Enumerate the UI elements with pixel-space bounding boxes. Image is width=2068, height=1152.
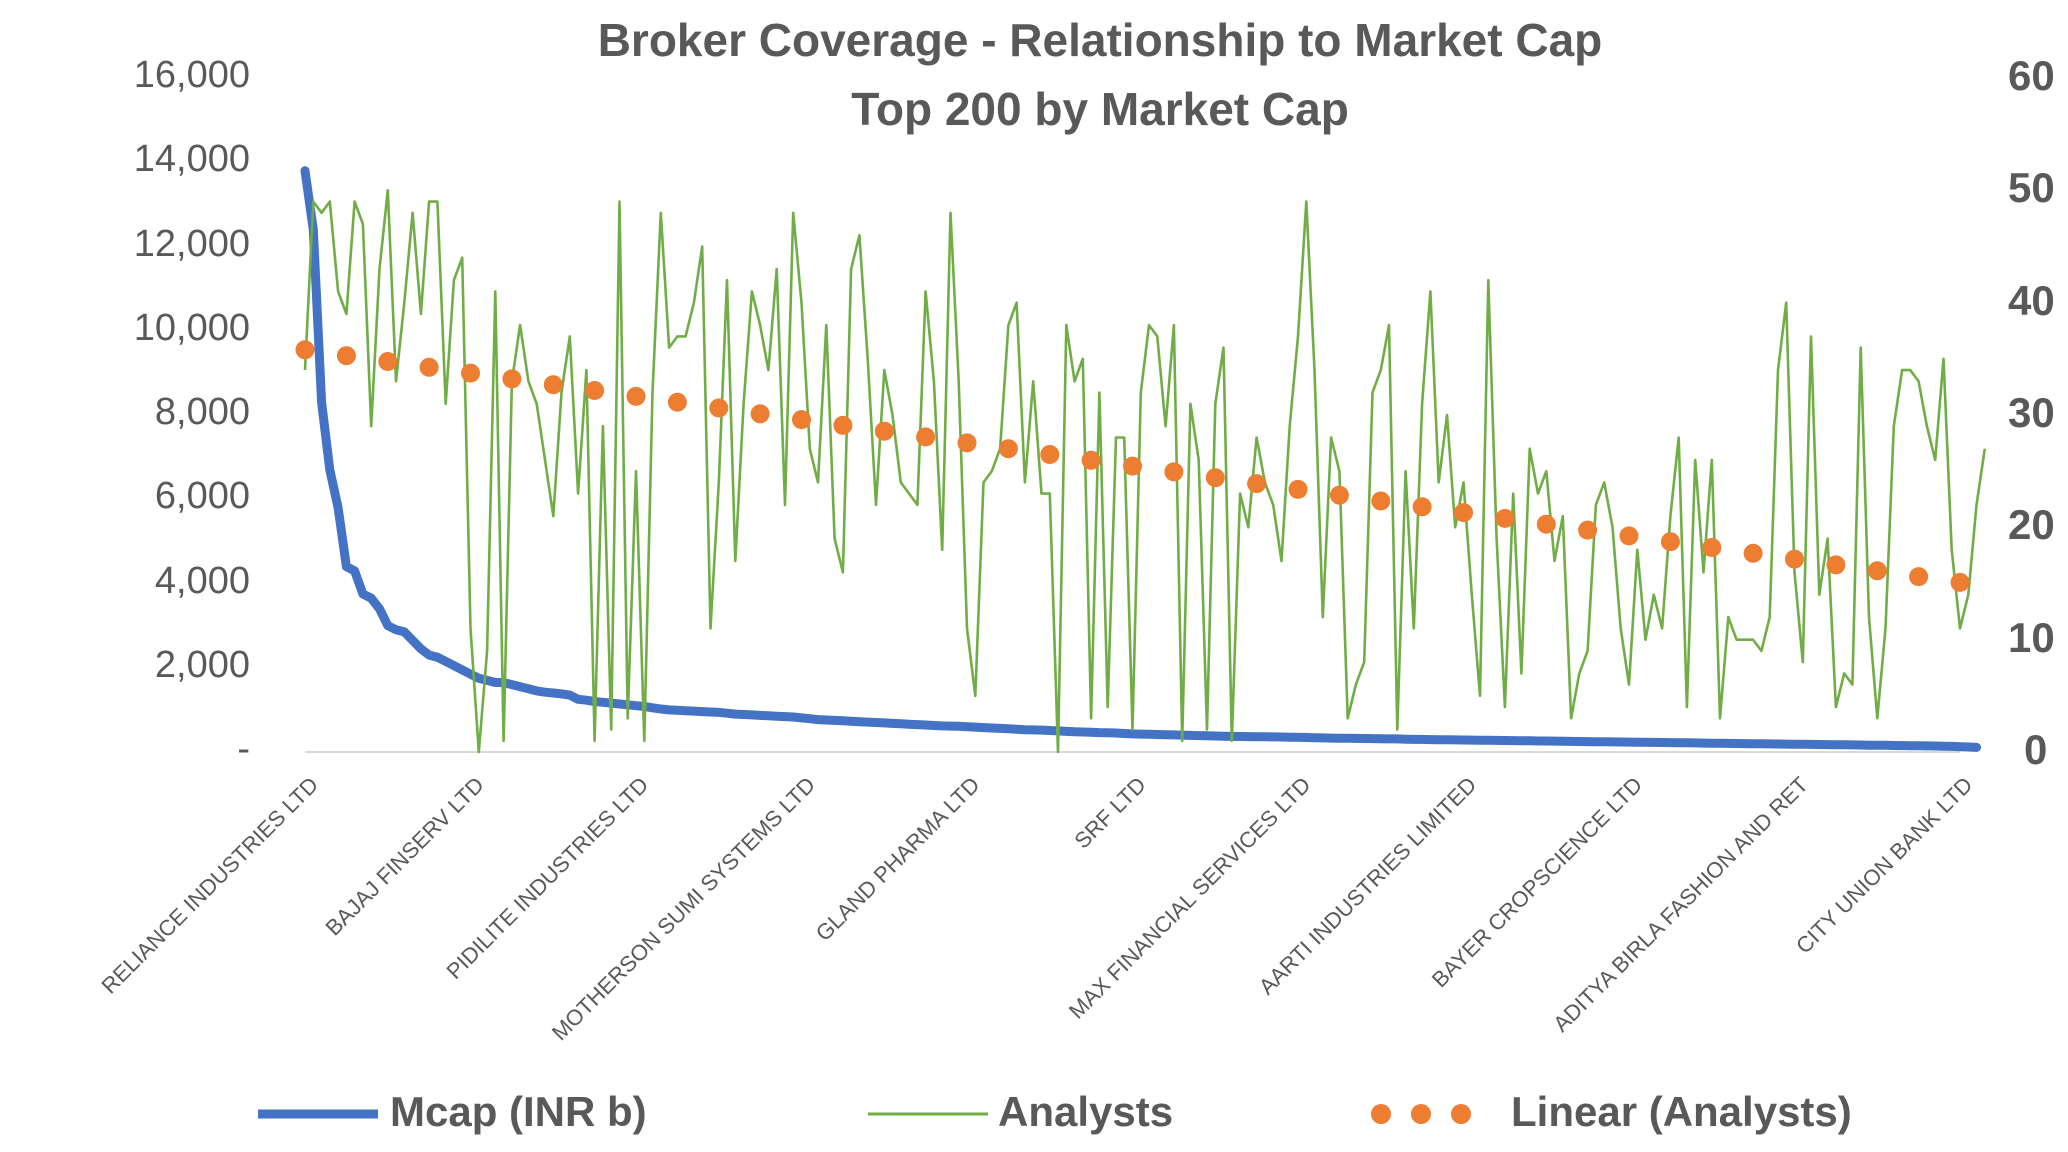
y-left-tick-label: 12,000 — [133, 222, 250, 265]
trend-dot — [543, 375, 563, 395]
trend-dot — [1578, 520, 1598, 540]
y-right-tick-label: 20 — [2008, 501, 2055, 549]
trend-dot — [1329, 485, 1349, 505]
trend-dot — [1785, 549, 1804, 569]
trend-dot — [1081, 450, 1101, 470]
trend-dot — [957, 433, 977, 453]
legend-trend-dot-2 — [1411, 1104, 1431, 1124]
legend-mcap-label: Mcap (INR b) — [390, 1088, 647, 1135]
trend-dot — [1454, 503, 1473, 523]
trend-dot — [378, 352, 398, 371]
mcap-line — [300, 166, 1981, 752]
trend-dot — [1371, 491, 1391, 511]
trend-dot — [585, 381, 605, 400]
mcap-series-group — [300, 166, 1981, 752]
trend-series-group — [295, 340, 1970, 592]
y-left-tick-label: 16,000 — [133, 54, 250, 96]
y-right-tick-label: 10 — [2008, 613, 2055, 661]
trend-dot — [626, 386, 646, 406]
y-right-tick-label: 50 — [2008, 164, 2055, 212]
trend-dot — [336, 346, 356, 366]
trend-dot — [833, 415, 853, 435]
y-left-tick-label: 6,000 — [154, 475, 250, 518]
y-left-tick-label: 8,000 — [154, 391, 250, 433]
y-left-tick-label: - — [237, 728, 250, 770]
y-left-tick-label: 4,000 — [154, 559, 250, 602]
legend-trend-label: Linear (Analysts) — [1511, 1088, 1852, 1135]
y-right-tick-label: 40 — [2008, 276, 2055, 324]
trend-dot — [1164, 462, 1184, 482]
trend-dot — [1950, 572, 1970, 592]
legend-trend-dot-1 — [1371, 1104, 1391, 1124]
y-left-tick-label: 14,000 — [133, 138, 250, 181]
trend-dot — [1247, 474, 1267, 494]
y-right-tick-label: 30 — [2008, 389, 2055, 436]
trend-dot — [461, 363, 480, 383]
chart-subtitle: Top 200 by Market Cap — [851, 83, 1349, 135]
trend-dot — [1867, 561, 1887, 581]
trend-dot — [1205, 468, 1225, 488]
y-right-tick-label: 0 — [2024, 726, 2048, 773]
trend-dot — [667, 392, 687, 412]
trend-dot — [1660, 532, 1680, 552]
trend-dot — [1040, 445, 1060, 464]
trend-dot — [750, 404, 770, 424]
trend-dot — [1826, 555, 1846, 575]
trend-dot — [916, 427, 936, 447]
trend-dot — [1619, 526, 1639, 546]
chart-title: Broker Coverage - Relationship to Market… — [597, 14, 1603, 66]
trend-dot — [1288, 479, 1308, 499]
trend-dot — [792, 410, 811, 430]
trend-dot — [295, 340, 315, 360]
trend-dot — [419, 357, 439, 377]
trend-dot — [502, 369, 522, 389]
legend-trend-dot-3 — [1451, 1104, 1471, 1124]
trend-dot — [709, 398, 729, 418]
trend-dot — [1909, 567, 1929, 587]
y-left-tick-label: 10,000 — [133, 306, 250, 349]
analysts-series-group — [303, 189, 1987, 754]
y-left-tick-label: 2,000 — [154, 643, 250, 686]
trend-dot — [1123, 456, 1142, 476]
y-right-tick-label: 60 — [2008, 52, 2055, 99]
legend-analysts-label: Analysts — [998, 1088, 1174, 1135]
trend-dot — [1412, 497, 1432, 517]
trend-dot — [1743, 543, 1763, 563]
trend-dot — [1702, 538, 1722, 557]
trend-dot — [874, 421, 894, 441]
trend-dot — [998, 439, 1018, 459]
trend-dot — [1536, 514, 1556, 534]
trend-dot — [1495, 508, 1515, 528]
analysts-line — [303, 189, 1987, 754]
